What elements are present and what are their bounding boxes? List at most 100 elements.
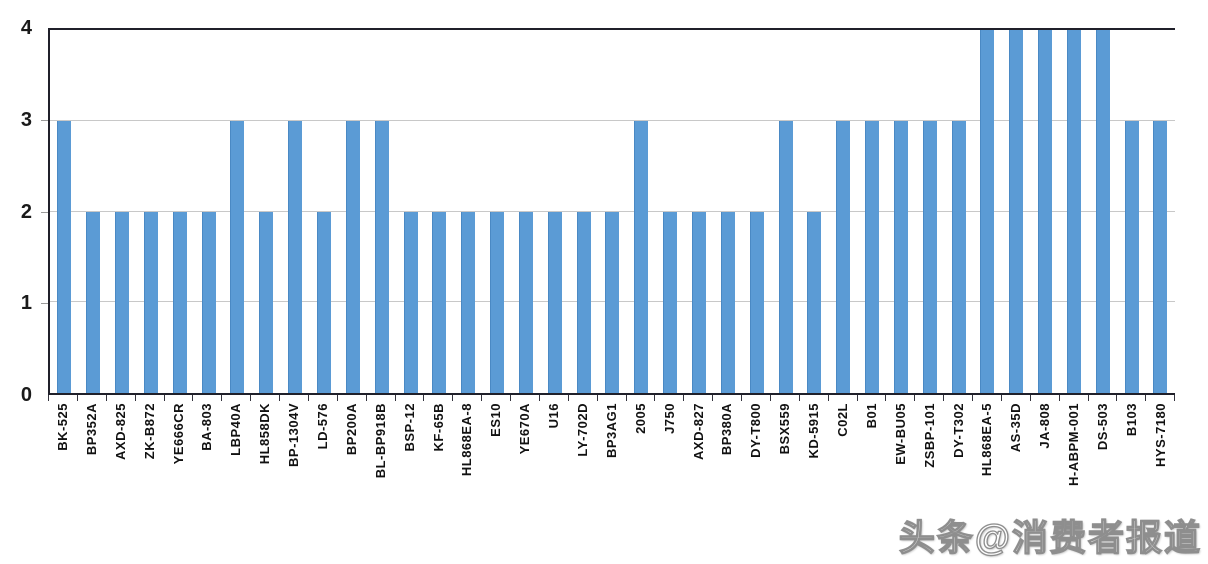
x-axis-tick	[136, 395, 165, 401]
x-label-cell: HYS-7180	[1146, 403, 1175, 533]
x-axis-tick	[684, 395, 714, 401]
x-axis-label-BP352A: BP352A	[83, 403, 99, 456]
x-axis-tick	[858, 395, 887, 401]
x-label-cell: BL-BP918B	[366, 403, 395, 533]
bar-EW-BU05	[893, 120, 908, 393]
bar-slot	[194, 30, 223, 393]
x-axis-label-BL-BP918B: BL-BP918B	[372, 403, 388, 479]
bar-slot	[252, 30, 281, 393]
bar-JA-808	[1038, 30, 1053, 393]
x-axis-label-ES10: ES10	[488, 403, 504, 437]
x-axis-label-BSX559: BSX559	[777, 403, 793, 455]
bar-slot	[858, 30, 887, 393]
x-axis-tick	[107, 395, 136, 401]
bar-slot	[338, 30, 367, 393]
x-axis-label-J750: J750	[661, 403, 677, 434]
bar-DY-T800	[749, 211, 764, 393]
x-axis-tick	[829, 395, 858, 401]
bar-slot	[50, 30, 79, 393]
bar-AS-35D	[1009, 30, 1024, 393]
bar-slot	[483, 30, 512, 393]
bar-KD-5915	[807, 211, 822, 393]
bar-slot	[1060, 30, 1089, 393]
x-axis-label-JA-808: JA-808	[1037, 403, 1053, 449]
bar-slot	[944, 30, 973, 393]
bar-slot	[829, 30, 858, 393]
bar-slot	[800, 30, 829, 393]
x-label-cell: BP380A	[712, 403, 741, 533]
x-axis-tick	[713, 395, 742, 401]
x-axis-tick	[973, 395, 1002, 401]
bar-BP380A	[720, 211, 735, 393]
bar-slot	[713, 30, 742, 393]
watermark-text: 头条@消费者报道	[898, 517, 1202, 558]
x-axis-label-HL858DK: HL858DK	[257, 403, 273, 465]
x-label-cell: ZSBP-101	[915, 403, 944, 533]
x-axis-tick	[771, 395, 800, 401]
x-axis-tick	[367, 395, 396, 401]
x-axis-label-ZSBP-101: ZSBP-101	[921, 403, 937, 468]
bar-slot	[1146, 30, 1175, 393]
x-label-cell: AS-35D	[1001, 403, 1030, 533]
bar-HL868EA-8	[461, 211, 476, 393]
x-axis-label-H-ABPM-001: H-ABPM-001	[1066, 403, 1082, 487]
bar-slot	[656, 30, 685, 393]
x-axis-tick	[338, 395, 367, 401]
y-axis-label-2: 2	[20, 200, 32, 223]
x-axis-tick	[742, 395, 771, 401]
x-label-cell: BK-525	[48, 403, 77, 533]
bar-slot	[598, 30, 627, 393]
x-axis-tick	[800, 395, 829, 401]
y-axis-label-3: 3	[20, 108, 32, 131]
x-label-cell: BSP-12	[395, 403, 424, 533]
x-axis-label-LBP40A: LBP40A	[228, 403, 244, 456]
x-axis-label-BSP-12: BSP-12	[401, 403, 417, 452]
bar-slot	[281, 30, 310, 393]
x-axis-label-2005: 2005	[632, 403, 648, 434]
x-label-cell: JA-808	[1030, 403, 1059, 533]
x-axis-tick	[1117, 395, 1147, 401]
bar-slot	[454, 30, 483, 393]
bar-LY-702D	[576, 211, 591, 393]
x-label-cell: BSX559	[770, 403, 799, 533]
gridline-y3	[50, 119, 1175, 121]
bar-ES10	[490, 211, 505, 393]
bar-2005	[634, 120, 649, 393]
x-label-cell: B01	[857, 403, 886, 533]
y-axis: 0 1 2 3 4	[0, 18, 40, 405]
x-label-cell: BP-1304V	[279, 403, 308, 533]
bar-U16	[547, 211, 562, 393]
y-axis-tick	[41, 303, 48, 305]
bar-DS-503	[1095, 30, 1110, 393]
x-axis-label-DY-T800: DY-T800	[748, 403, 764, 458]
x-label-cell: YE666CR	[164, 403, 193, 533]
x-axis-label-DY-T302: DY-T302	[950, 403, 966, 458]
x-axis-label-B01: B01	[863, 403, 879, 429]
bar-AXD-825	[115, 211, 130, 393]
bar-slot	[137, 30, 166, 393]
x-label-cell: HL868EA-8	[452, 403, 481, 533]
y-axis-label-1: 1	[20, 292, 32, 315]
x-axis-tick	[944, 395, 973, 401]
bar-LBP40A	[230, 120, 245, 393]
x-axis-label-BP200A: BP200A	[343, 403, 359, 456]
bar-slot	[367, 30, 396, 393]
bar-BP200A	[345, 120, 360, 393]
x-axis-tick	[453, 395, 483, 401]
x-axis-tick	[222, 395, 252, 401]
x-axis-tick	[598, 395, 627, 401]
bar-slot	[1031, 30, 1060, 393]
bar-BP352A	[86, 211, 101, 393]
x-label-cell: DS-503	[1088, 403, 1117, 533]
x-axis-labels: BK-525 BP352A AXD-825 ZK-B872 YE666CR BA-803 L…	[48, 403, 1175, 533]
x-axis-label-DS-503: DS-503	[1095, 403, 1110, 451]
x-axis-label-HL868EA-5: HL868EA-5	[979, 403, 995, 477]
bar-slot	[223, 30, 252, 393]
bar-ZSBP-101	[922, 120, 937, 393]
bar-HYS-7180	[1153, 120, 1168, 393]
x-label-cell: DY-T800	[741, 403, 770, 533]
x-axis-tick	[78, 395, 107, 401]
bar-AXD-827	[691, 211, 706, 393]
x-axis-label-YE666CR: YE666CR	[170, 403, 186, 465]
